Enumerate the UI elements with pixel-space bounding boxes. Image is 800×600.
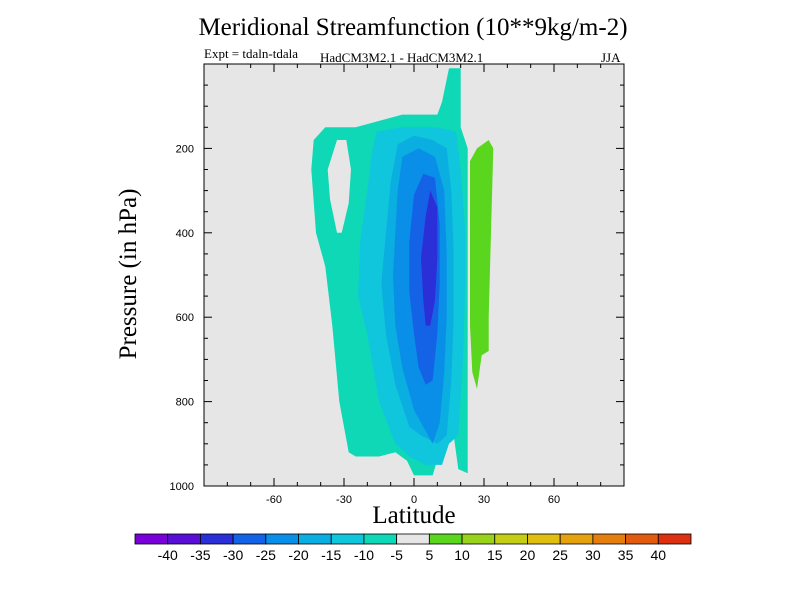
colorbar: -40 -35 -30 -25 -20 -15 -10 -5 5 10 15 20 25 30 35 40 — [134, 533, 692, 563]
colorbar-swatch — [625, 533, 659, 545]
colorbar-label: -10 — [354, 547, 374, 563]
colorbar-label: 40 — [651, 547, 667, 563]
contour-regions — [311, 68, 494, 476]
colorbar-label: 30 — [585, 547, 601, 563]
colorbar-swatch — [592, 533, 626, 545]
colorbar-label: 10 — [454, 547, 470, 563]
colorbar-swatch — [657, 533, 692, 545]
colorbar-label: 35 — [618, 547, 634, 563]
contour-region--35-to--30 — [421, 190, 438, 326]
colorbar-label: -35 — [190, 547, 210, 563]
colorbar-swatch — [527, 533, 561, 545]
colorbar-label: -30 — [223, 547, 243, 563]
models-label: HadCM3M2.1 - HadCM3M2.1 — [320, 50, 484, 65]
x-axis-label: Latitude — [372, 502, 456, 529]
y-tick-label: 1000 — [170, 481, 194, 493]
colorbar-swatch — [363, 533, 398, 545]
colorbar-swatch — [232, 533, 267, 545]
colorbar-swatch — [494, 533, 528, 545]
colorbar-swatch — [428, 533, 463, 545]
colorbar-swatch — [298, 533, 332, 545]
colorbar-swatch — [134, 533, 169, 545]
colorbar-label: 20 — [520, 547, 536, 563]
experiment-label: Expt = tdaln-tdala — [204, 46, 298, 61]
x-tick-label: -30 — [336, 494, 352, 506]
x-tick-label: 60 — [548, 494, 560, 506]
colorbar-label: 5 — [425, 547, 433, 563]
y-tick-label: 800 — [176, 397, 194, 409]
colorbar-label: -5 — [390, 547, 403, 563]
chart-title: Meridional Streamfunction (10**9kg/m-2) — [198, 14, 628, 41]
x-tick-label: 30 — [478, 494, 490, 506]
contour-hole-0 — [327, 140, 351, 233]
colorbar-swatch — [396, 533, 430, 545]
axis-ticks: -60 -30 0 30 60 200 400 600 800 1000 — [170, 63, 625, 506]
colorbar-label: -20 — [288, 547, 308, 563]
y-tick-label: 400 — [176, 228, 194, 240]
colorbar-swatch — [200, 533, 234, 545]
colorbar-label: -40 — [158, 547, 178, 563]
season-label: JJA — [601, 50, 621, 65]
colorbar-label: -15 — [321, 547, 341, 563]
contour-region-5-to-10 — [470, 140, 494, 389]
colorbar-label: 25 — [552, 547, 568, 563]
colorbar-swatch — [167, 533, 201, 545]
x-tick-label: 0 — [411, 494, 417, 506]
colorbar-swatch — [265, 533, 299, 545]
y-tick-label: 600 — [176, 312, 194, 324]
colorbar-label: 15 — [487, 547, 503, 563]
x-tick-label: -60 — [266, 494, 282, 506]
y-tick-label: 200 — [176, 143, 194, 155]
colorbar-swatch — [330, 533, 365, 545]
colorbar-label: -25 — [256, 547, 276, 563]
colorbar-swatch — [559, 533, 594, 545]
colorbar-swatch — [461, 533, 496, 545]
